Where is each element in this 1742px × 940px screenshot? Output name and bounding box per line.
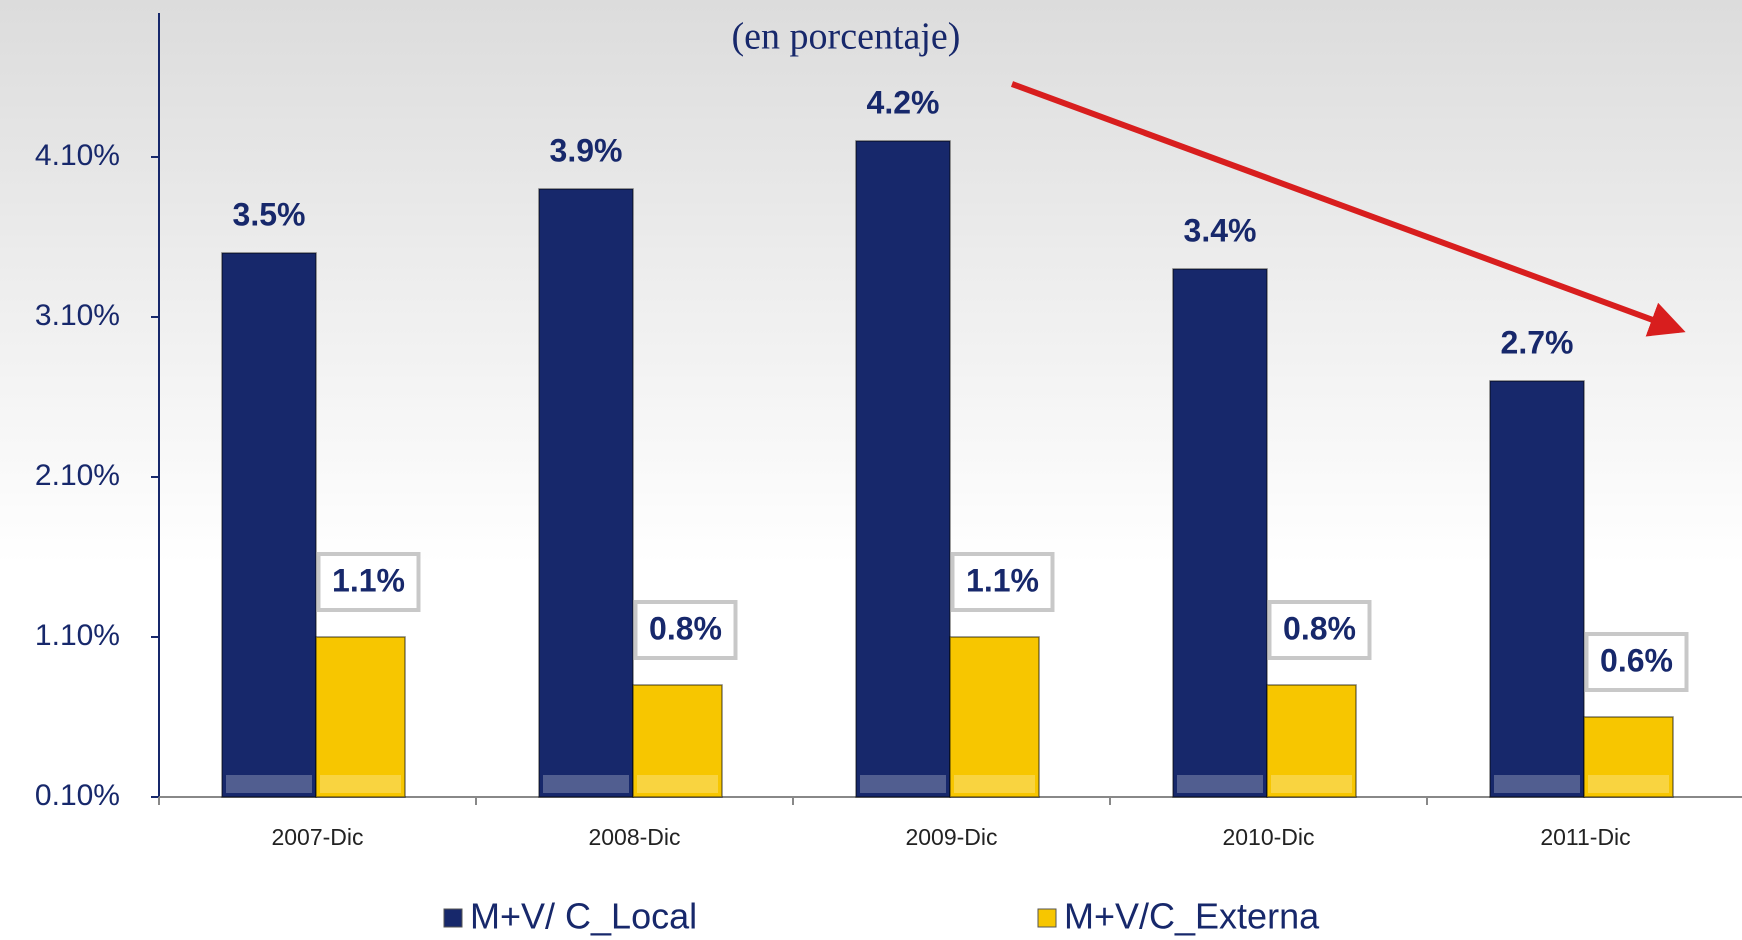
bar bbox=[632, 684, 723, 798]
chart-title: (en porcentaje) bbox=[732, 16, 961, 58]
x-tick-label: 2010-Dic bbox=[1222, 824, 1314, 850]
label-box bbox=[633, 600, 738, 660]
data-label: 3.5% bbox=[233, 196, 306, 232]
data-label: 4.2% bbox=[867, 84, 940, 120]
x-tick-label: 2011-Dic bbox=[1540, 824, 1630, 850]
bar bbox=[1489, 380, 1585, 798]
bar-highlight bbox=[226, 775, 312, 793]
label-box bbox=[316, 552, 421, 612]
data-label: 1.1% bbox=[332, 562, 405, 598]
data-label: 1.1% bbox=[966, 562, 1039, 598]
bar-highlight bbox=[320, 775, 401, 793]
bar bbox=[538, 188, 634, 798]
y-tick-label: 2.10% bbox=[35, 459, 120, 492]
bar bbox=[315, 636, 406, 798]
bar bbox=[1172, 268, 1268, 798]
data-label: 0.8% bbox=[649, 610, 722, 646]
data-label: 3.9% bbox=[550, 132, 623, 168]
bar bbox=[949, 636, 1040, 798]
data-label: 2.7% bbox=[1501, 324, 1574, 360]
legend-swatch bbox=[1037, 908, 1057, 928]
legend-label: M+V/ C_Local bbox=[470, 896, 697, 937]
y-tick-label: 4.10% bbox=[35, 139, 120, 172]
x-tick-label: 2007-Dic bbox=[271, 824, 363, 850]
trend-arrow bbox=[1010, 81, 1686, 337]
label-box bbox=[950, 552, 1055, 612]
bar bbox=[855, 140, 951, 798]
label-box bbox=[1267, 600, 1372, 660]
y-tick-label: 0.10% bbox=[35, 779, 120, 812]
bar-highlight bbox=[1588, 775, 1669, 793]
bar bbox=[1583, 716, 1674, 798]
label-box bbox=[1584, 632, 1689, 692]
bar bbox=[221, 252, 317, 798]
data-label: 3.4% bbox=[1184, 212, 1257, 248]
data-label: 0.6% bbox=[1600, 642, 1673, 678]
y-tick-label: 3.10% bbox=[35, 299, 120, 332]
legend-swatch bbox=[443, 908, 463, 928]
bar-highlight bbox=[860, 775, 946, 793]
bar bbox=[1266, 684, 1357, 798]
bar-highlight bbox=[637, 775, 718, 793]
x-tick-label: 2009-Dic bbox=[905, 824, 997, 850]
bar-highlight bbox=[1494, 775, 1580, 793]
bar-highlight bbox=[1271, 775, 1352, 793]
bar-highlight bbox=[954, 775, 1035, 793]
bar-highlight bbox=[1177, 775, 1263, 793]
x-tick-label: 2008-Dic bbox=[588, 824, 680, 850]
legend-label: M+V/C_Externa bbox=[1064, 896, 1320, 937]
data-label: 0.8% bbox=[1283, 610, 1356, 646]
y-tick-label: 1.10% bbox=[35, 619, 120, 652]
bar-highlight bbox=[543, 775, 629, 793]
